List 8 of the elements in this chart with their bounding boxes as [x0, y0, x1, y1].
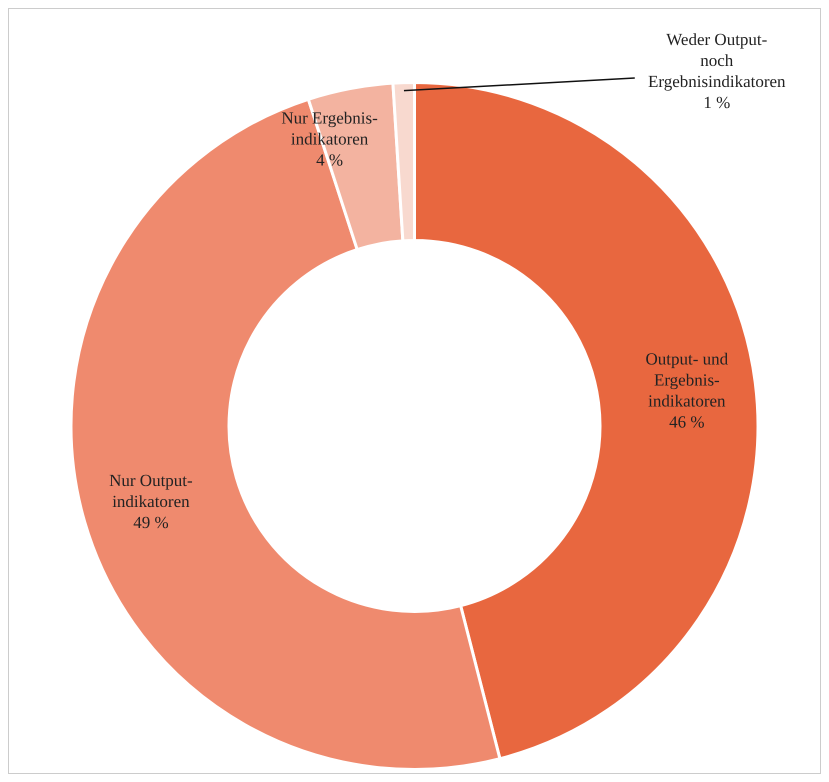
slice-label: Output- und Ergebnis- indikatoren	[646, 350, 729, 411]
data-label: 1 %	[703, 92, 730, 112]
data-label: 49 %	[133, 513, 169, 532]
slice-label: Nur Output- indikatoren	[109, 471, 194, 512]
data-label: 4 %	[316, 150, 344, 170]
slice-label: Weder Output- noch Ergebnisindikatoren	[648, 30, 786, 91]
slice-label: Nur Ergebnis- indikatoren	[281, 108, 378, 148]
data-label: 46 %	[669, 412, 705, 432]
